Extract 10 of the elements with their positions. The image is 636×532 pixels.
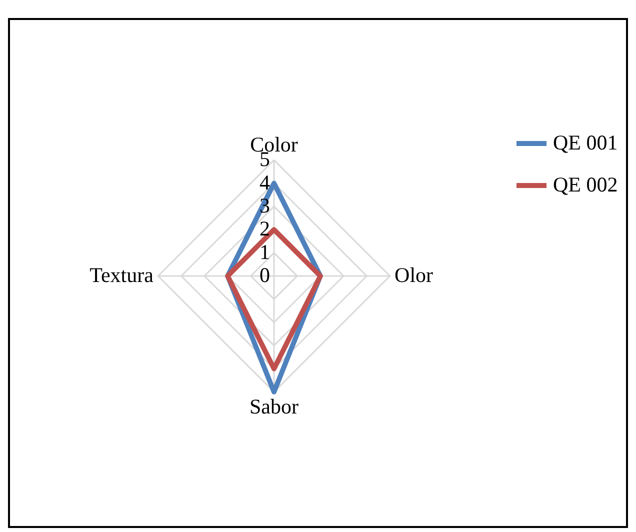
y-tick-label: 4: [260, 170, 270, 194]
y-tick-label: 0: [260, 263, 270, 287]
spoke-label: Olor: [394, 263, 434, 287]
y-tick-label: 1: [260, 240, 270, 264]
y-tick-label: 3: [260, 193, 270, 218]
y-tick-label: 2: [260, 216, 270, 241]
spoke-label: Sabor: [250, 394, 298, 419]
legend-label: QE 002: [553, 172, 618, 196]
legend-label: QE 001: [553, 130, 618, 154]
spoke-label: Textura: [90, 263, 154, 287]
